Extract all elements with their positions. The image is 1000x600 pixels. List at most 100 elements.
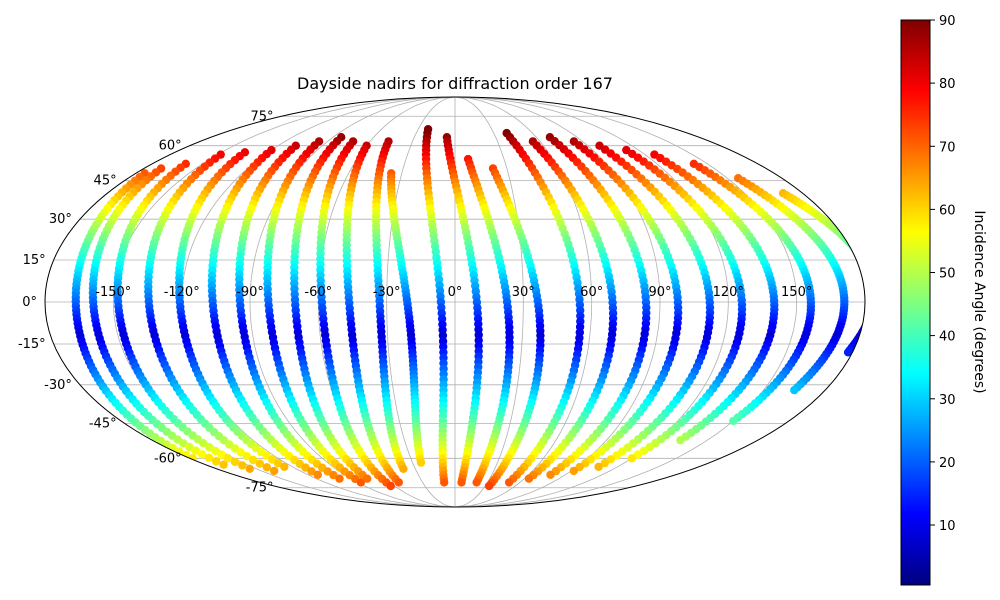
track-point <box>676 436 685 445</box>
track-point <box>866 269 874 277</box>
track-point <box>301 463 310 472</box>
track-point <box>329 470 338 480</box>
track-point <box>857 253 865 262</box>
track-point <box>863 262 865 271</box>
track-point <box>594 462 603 471</box>
track-point <box>363 474 372 483</box>
track-point <box>864 264 865 274</box>
nadir-tracks <box>71 125 878 491</box>
track-point <box>870 283 878 291</box>
track-point <box>868 276 876 284</box>
track-point <box>313 470 322 479</box>
latitude-tick-label: 0° <box>22 295 37 310</box>
latitude-labels: 75° 60° 45° 30° 15° 0° -15° -30° -45° -60° -75° <box>18 109 274 495</box>
track-point <box>869 281 877 289</box>
track-point <box>865 313 873 321</box>
meridian-line <box>454 97 524 507</box>
track-point <box>865 267 873 275</box>
track <box>207 145 322 479</box>
track <box>175 148 289 471</box>
track-point <box>335 474 344 483</box>
track-point <box>262 463 272 472</box>
longitude-tick-label: -30° <box>373 285 401 300</box>
track-point <box>217 450 226 459</box>
track <box>316 137 395 491</box>
track-point <box>868 274 876 282</box>
latitude-tick-label: 45° <box>94 174 117 189</box>
colorbar-tick-label: 80 <box>939 77 956 92</box>
colorbar-tick-label: 90 <box>939 14 956 29</box>
track-point <box>854 248 863 257</box>
track <box>569 137 683 476</box>
colorbar-tick-label: 20 <box>939 456 956 471</box>
track-point <box>859 255 865 264</box>
track-point <box>457 478 466 487</box>
chart-title: Dayside nadirs for diffraction order 167 <box>297 74 613 93</box>
track-point <box>197 450 207 459</box>
track-point <box>472 478 481 487</box>
longitude-tick-label: 150° <box>781 285 812 300</box>
track <box>371 137 408 473</box>
meridian-line <box>249 97 456 507</box>
longitude-labels: -150° -120° -90° -60° -30° 0° 30° 60° 90° 120° 150… <box>95 285 812 300</box>
latitude-tick-label: -45° <box>89 416 117 431</box>
track <box>622 145 747 463</box>
latitude-tick-label: -15° <box>18 337 46 352</box>
track-point <box>416 458 426 467</box>
longitude-tick-label: -90° <box>236 285 264 300</box>
track <box>594 141 715 471</box>
longitude-tick-label: -60° <box>304 285 332 300</box>
track-point <box>399 464 408 473</box>
track-point <box>249 455 258 465</box>
track-point <box>639 446 649 455</box>
latitude-tick-label: -30° <box>44 378 72 393</box>
track-point <box>356 478 366 487</box>
track-point <box>569 466 578 476</box>
track-point <box>606 455 615 464</box>
track-point <box>219 460 228 469</box>
longitude-tick-label: 0° <box>448 285 463 300</box>
colorbar-tick-label: 40 <box>939 330 956 345</box>
colorbar-tick-label: 30 <box>939 393 956 408</box>
track-point <box>864 315 865 325</box>
map-outline <box>44 96 866 508</box>
track-point <box>867 272 875 280</box>
longitude-tick-label: 60° <box>580 285 603 300</box>
track-point <box>869 279 877 287</box>
track-point <box>211 446 220 456</box>
longitude-tick-label: 30° <box>512 285 535 300</box>
track-point <box>866 311 874 319</box>
track-point <box>627 454 637 463</box>
track-point <box>238 461 247 470</box>
track <box>545 133 651 479</box>
longitude-tick-label: -150° <box>95 285 131 300</box>
track-point <box>870 293 878 301</box>
track <box>386 169 426 467</box>
track-point <box>524 474 534 483</box>
track <box>442 133 483 487</box>
latitude-tick-label: -75° <box>246 481 274 496</box>
meridian-line <box>454 97 593 507</box>
track-point <box>191 446 200 455</box>
track-point <box>861 260 865 269</box>
track-point <box>869 302 877 310</box>
track <box>290 133 372 483</box>
track-point <box>546 470 555 479</box>
track <box>524 137 618 483</box>
track <box>463 154 514 487</box>
track-point <box>440 478 449 487</box>
meridian-line <box>386 97 456 507</box>
latitude-tick-label: 75° <box>250 109 273 124</box>
track-point <box>230 457 240 467</box>
track <box>263 137 366 487</box>
track <box>144 150 279 476</box>
track-point <box>504 478 514 487</box>
track-point <box>484 481 494 491</box>
track-point <box>223 454 233 463</box>
colorbar <box>900 19 931 586</box>
colorbar-ticks: 90 80 70 60 50 40 30 20 10 <box>930 14 956 534</box>
track-point <box>394 478 403 487</box>
track-point <box>860 257 865 267</box>
track-point <box>870 295 878 303</box>
